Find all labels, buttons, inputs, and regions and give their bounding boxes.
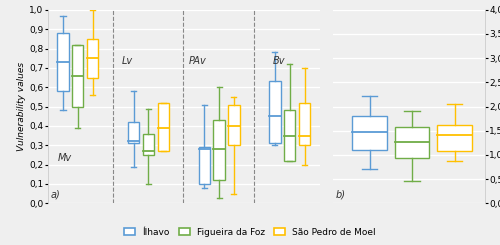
Bar	[72, 45, 84, 107]
Bar	[438, 125, 472, 151]
Bar	[58, 33, 68, 91]
Bar	[228, 105, 239, 145]
Text: b): b)	[336, 189, 345, 199]
Text: Mv: Mv	[58, 153, 71, 163]
Bar	[284, 110, 296, 161]
Bar	[198, 147, 210, 184]
Text: Lv: Lv	[122, 56, 132, 66]
Bar	[158, 103, 169, 151]
Bar	[269, 81, 280, 143]
Legend: Ílhavo, Figueira da Foz, São Pedro de Moel: Ílhavo, Figueira da Foz, São Pedro de Mo…	[120, 224, 380, 241]
Bar	[142, 134, 154, 155]
Text: a): a)	[50, 189, 60, 199]
Bar	[299, 103, 310, 145]
Bar	[214, 120, 225, 180]
Bar	[352, 116, 387, 150]
Text: Bv: Bv	[273, 56, 285, 66]
Bar	[87, 39, 99, 77]
Text: PAv: PAv	[189, 56, 206, 66]
Bar	[395, 127, 430, 158]
Bar	[128, 122, 140, 143]
Y-axis label: Vulnerability values: Vulnerability values	[18, 62, 26, 151]
